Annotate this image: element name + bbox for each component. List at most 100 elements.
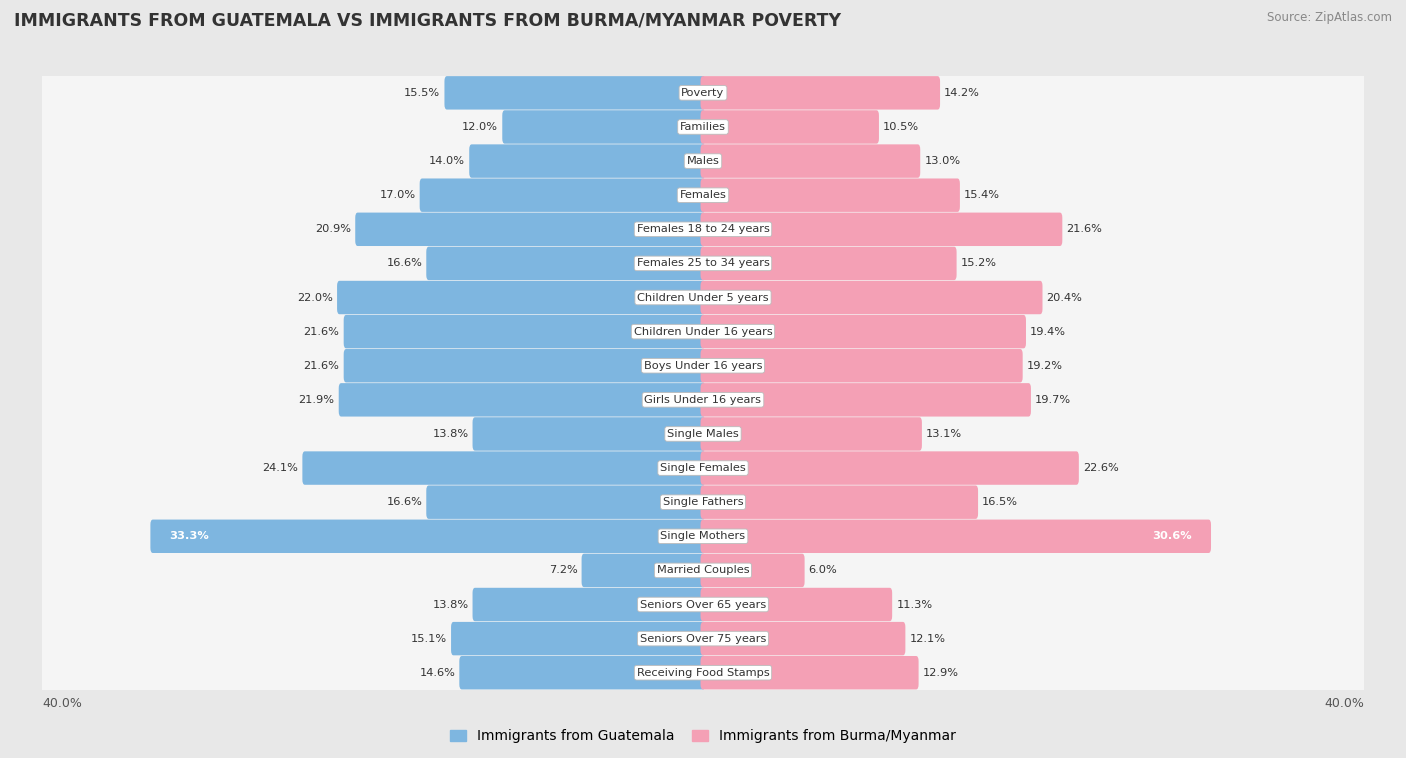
- Text: Girls Under 16 years: Girls Under 16 years: [644, 395, 762, 405]
- FancyBboxPatch shape: [39, 104, 1367, 150]
- FancyBboxPatch shape: [39, 206, 1367, 252]
- FancyBboxPatch shape: [700, 553, 804, 587]
- FancyBboxPatch shape: [39, 513, 1367, 559]
- Text: Seniors Over 75 years: Seniors Over 75 years: [640, 634, 766, 644]
- FancyBboxPatch shape: [39, 138, 1367, 184]
- FancyBboxPatch shape: [700, 656, 918, 690]
- Text: 40.0%: 40.0%: [42, 697, 82, 710]
- Text: 12.9%: 12.9%: [922, 668, 959, 678]
- Text: 7.2%: 7.2%: [548, 565, 578, 575]
- FancyBboxPatch shape: [460, 656, 706, 690]
- Text: Females 18 to 24 years: Females 18 to 24 years: [637, 224, 769, 234]
- FancyBboxPatch shape: [444, 76, 706, 110]
- FancyBboxPatch shape: [343, 315, 706, 349]
- Text: Females 25 to 34 years: Females 25 to 34 years: [637, 258, 769, 268]
- FancyBboxPatch shape: [700, 519, 1211, 553]
- Text: 13.0%: 13.0%: [924, 156, 960, 166]
- FancyBboxPatch shape: [39, 172, 1367, 218]
- FancyBboxPatch shape: [39, 615, 1367, 662]
- FancyBboxPatch shape: [700, 144, 921, 178]
- FancyBboxPatch shape: [39, 650, 1367, 696]
- Text: 21.6%: 21.6%: [304, 361, 339, 371]
- FancyBboxPatch shape: [700, 349, 1022, 383]
- Text: 22.0%: 22.0%: [297, 293, 333, 302]
- FancyBboxPatch shape: [700, 383, 1031, 417]
- Text: Children Under 16 years: Children Under 16 years: [634, 327, 772, 337]
- FancyBboxPatch shape: [302, 451, 706, 485]
- Text: 14.2%: 14.2%: [945, 88, 980, 98]
- Text: 17.0%: 17.0%: [380, 190, 416, 200]
- Text: 19.4%: 19.4%: [1031, 327, 1066, 337]
- Text: 24.1%: 24.1%: [263, 463, 298, 473]
- Text: Males: Males: [686, 156, 720, 166]
- Text: Receiving Food Stamps: Receiving Food Stamps: [637, 668, 769, 678]
- FancyBboxPatch shape: [451, 622, 706, 656]
- FancyBboxPatch shape: [700, 110, 879, 144]
- Text: Source: ZipAtlas.com: Source: ZipAtlas.com: [1267, 11, 1392, 24]
- FancyBboxPatch shape: [39, 547, 1367, 594]
- Text: 10.5%: 10.5%: [883, 122, 920, 132]
- FancyBboxPatch shape: [700, 485, 979, 519]
- FancyBboxPatch shape: [337, 280, 706, 315]
- FancyBboxPatch shape: [39, 411, 1367, 457]
- Text: Single Males: Single Males: [666, 429, 740, 439]
- Text: 30.6%: 30.6%: [1153, 531, 1192, 541]
- Text: 16.6%: 16.6%: [387, 497, 422, 507]
- Text: 21.6%: 21.6%: [1066, 224, 1102, 234]
- Text: 16.5%: 16.5%: [983, 497, 1018, 507]
- Text: 14.0%: 14.0%: [429, 156, 465, 166]
- Text: 21.9%: 21.9%: [298, 395, 335, 405]
- Text: 22.6%: 22.6%: [1083, 463, 1119, 473]
- FancyBboxPatch shape: [356, 212, 706, 246]
- Text: 14.6%: 14.6%: [419, 668, 456, 678]
- Text: Poverty: Poverty: [682, 88, 724, 98]
- FancyBboxPatch shape: [426, 246, 706, 280]
- FancyBboxPatch shape: [700, 280, 1042, 315]
- Text: 19.7%: 19.7%: [1035, 395, 1071, 405]
- Legend: Immigrants from Guatemala, Immigrants from Burma/Myanmar: Immigrants from Guatemala, Immigrants fr…: [450, 729, 956, 744]
- Text: Boys Under 16 years: Boys Under 16 years: [644, 361, 762, 371]
- Text: 12.0%: 12.0%: [463, 122, 498, 132]
- Text: Females: Females: [679, 190, 727, 200]
- FancyBboxPatch shape: [419, 178, 706, 212]
- FancyBboxPatch shape: [700, 417, 922, 451]
- Text: 13.8%: 13.8%: [432, 429, 468, 439]
- Text: 16.6%: 16.6%: [387, 258, 422, 268]
- FancyBboxPatch shape: [39, 274, 1367, 321]
- FancyBboxPatch shape: [39, 479, 1367, 525]
- FancyBboxPatch shape: [472, 587, 706, 622]
- FancyBboxPatch shape: [470, 144, 706, 178]
- Text: 6.0%: 6.0%: [808, 565, 838, 575]
- FancyBboxPatch shape: [39, 240, 1367, 287]
- Text: 20.9%: 20.9%: [315, 224, 352, 234]
- FancyBboxPatch shape: [700, 76, 941, 110]
- Text: Families: Families: [681, 122, 725, 132]
- Text: Married Couples: Married Couples: [657, 565, 749, 575]
- Text: 33.3%: 33.3%: [169, 531, 209, 541]
- Text: Children Under 5 years: Children Under 5 years: [637, 293, 769, 302]
- FancyBboxPatch shape: [700, 246, 956, 280]
- Text: Single Females: Single Females: [661, 463, 745, 473]
- Text: 15.5%: 15.5%: [404, 88, 440, 98]
- Text: 21.6%: 21.6%: [304, 327, 339, 337]
- FancyBboxPatch shape: [700, 451, 1078, 485]
- Text: 40.0%: 40.0%: [1324, 697, 1364, 710]
- FancyBboxPatch shape: [700, 178, 960, 212]
- Text: IMMIGRANTS FROM GUATEMALA VS IMMIGRANTS FROM BURMA/MYANMAR POVERTY: IMMIGRANTS FROM GUATEMALA VS IMMIGRANTS …: [14, 11, 841, 30]
- FancyBboxPatch shape: [700, 212, 1063, 246]
- Text: Seniors Over 65 years: Seniors Over 65 years: [640, 600, 766, 609]
- FancyBboxPatch shape: [582, 553, 706, 587]
- FancyBboxPatch shape: [39, 445, 1367, 491]
- Text: Single Mothers: Single Mothers: [661, 531, 745, 541]
- Text: 11.3%: 11.3%: [896, 600, 932, 609]
- Text: 13.1%: 13.1%: [927, 429, 962, 439]
- FancyBboxPatch shape: [339, 383, 706, 417]
- Text: 13.8%: 13.8%: [432, 600, 468, 609]
- FancyBboxPatch shape: [700, 587, 893, 622]
- Text: 20.4%: 20.4%: [1046, 293, 1083, 302]
- FancyBboxPatch shape: [39, 343, 1367, 389]
- Text: 12.1%: 12.1%: [910, 634, 945, 644]
- Text: 15.1%: 15.1%: [411, 634, 447, 644]
- FancyBboxPatch shape: [343, 349, 706, 383]
- FancyBboxPatch shape: [150, 519, 706, 553]
